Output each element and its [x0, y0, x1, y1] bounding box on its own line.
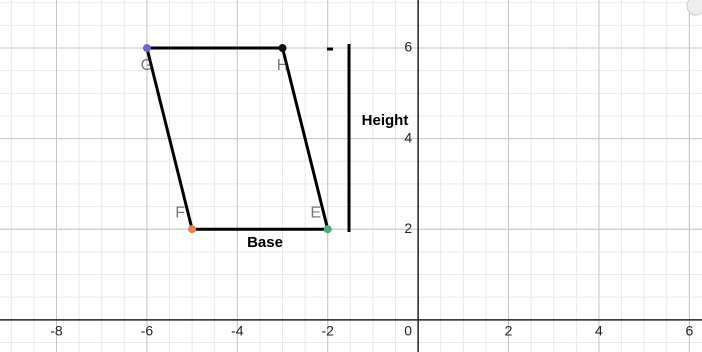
point-label: E — [310, 204, 321, 221]
point-label: G — [141, 57, 153, 74]
y-tick-label: 2 — [404, 220, 412, 236]
x-tick-label: 0 — [404, 323, 412, 339]
x-tick-label: -4 — [231, 323, 244, 339]
point — [323, 225, 332, 234]
point-label: F — [175, 204, 185, 221]
y-tick-label: 6 — [404, 39, 412, 55]
y-tick-label: 4 — [404, 129, 412, 145]
settings-icon[interactable] — [686, 0, 702, 16]
point — [188, 225, 197, 234]
x-tick-label: 4 — [595, 323, 603, 339]
point — [278, 44, 287, 53]
x-tick-label: 2 — [505, 323, 513, 339]
x-tick-label: -6 — [141, 323, 154, 339]
height-label: Height — [362, 112, 409, 129]
base-label: Base — [247, 234, 283, 251]
point-label: H — [277, 57, 289, 74]
point — [142, 44, 151, 53]
x-tick-label: -2 — [321, 323, 334, 339]
x-tick-label: -8 — [50, 323, 63, 339]
x-tick-label: 6 — [685, 323, 693, 339]
